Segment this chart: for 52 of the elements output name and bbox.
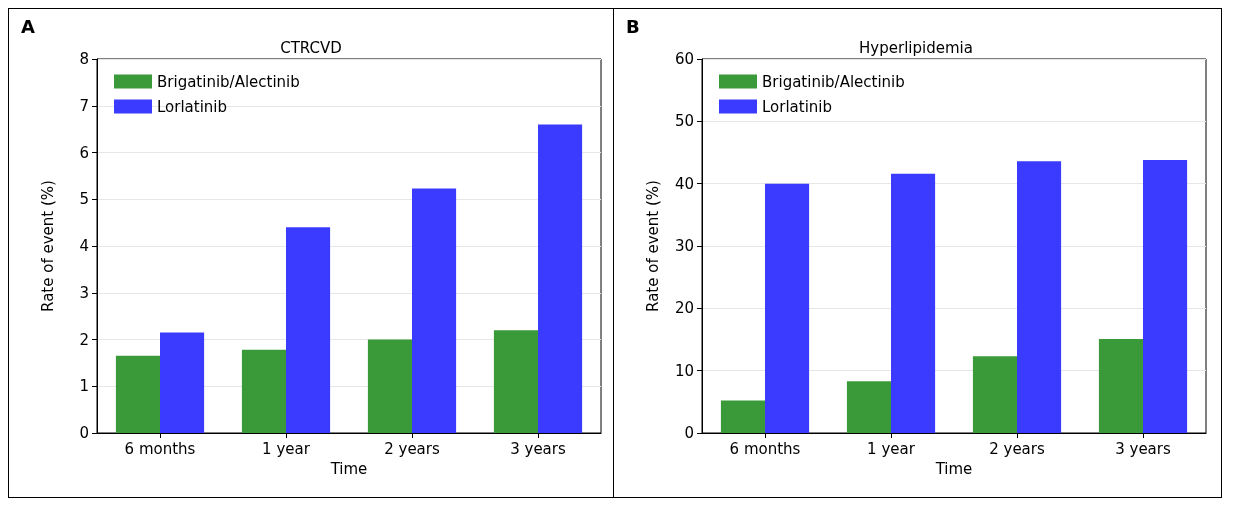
x-tick-label: 6 months: [729, 439, 801, 458]
chart-title: CTRCVD: [280, 38, 342, 57]
y-tick-label: 2: [79, 330, 89, 349]
y-tick-label: 50: [674, 112, 694, 131]
x-tick-label: 2 years: [989, 439, 1045, 458]
text: B: [626, 15, 640, 37]
y-tick-label: 3: [79, 283, 89, 302]
x-axis-title: Time: [329, 459, 368, 478]
bar: [1017, 161, 1062, 433]
bar: [115, 355, 160, 433]
text: A: [21, 15, 35, 37]
x-tick-label: 1 year: [262, 439, 311, 458]
y-tick-label: 40: [674, 174, 694, 193]
x-tick-label: 1 year: [867, 439, 916, 458]
bar: [412, 188, 457, 433]
bar: [538, 124, 583, 433]
legend-label: Brigatinib/Alectinib: [762, 72, 905, 91]
y-tick-label: 0: [79, 424, 89, 442]
bar: [891, 173, 936, 433]
y-tick-label: 0: [684, 424, 694, 442]
y-tick-label: 60: [674, 50, 694, 68]
bar: [1098, 338, 1143, 433]
y-tick-label: 20: [674, 299, 694, 318]
bar: [367, 339, 412, 433]
y-tick-label: 8: [79, 50, 89, 68]
legend-label: Lorlatinib: [762, 97, 833, 116]
bar: [160, 332, 205, 433]
x-tick-label: 6 months: [124, 439, 196, 458]
x-axis-title: Time: [934, 459, 973, 478]
bar: [846, 381, 891, 433]
x-tick-label: 3 years: [1115, 439, 1171, 458]
bar: [493, 330, 538, 433]
bar: [241, 349, 286, 433]
y-tick-label: 7: [79, 96, 89, 115]
y-tick-label: 10: [674, 361, 694, 380]
y-tick-label: 30: [674, 237, 694, 255]
x-tick-label: 2 years: [384, 439, 440, 458]
y-axis-title: Rate of event (%): [38, 180, 57, 312]
bar: [1143, 159, 1188, 433]
bar: [972, 356, 1017, 433]
bar: [765, 183, 810, 433]
x-tick-label: 3 years: [510, 439, 566, 458]
y-tick-label: 4: [79, 237, 89, 255]
y-tick-label: 6: [79, 143, 89, 162]
legend-label: Brigatinib/Alectinib: [157, 72, 300, 91]
bar: [720, 400, 765, 433]
chart-title: Hyperlipidemia: [859, 38, 973, 57]
bar: [286, 227, 331, 433]
y-tick-label: 5: [79, 190, 89, 209]
y-axis-title: Rate of event (%): [643, 180, 662, 312]
legend-label: Lorlatinib: [157, 97, 228, 116]
y-tick-label: 1: [79, 377, 89, 396]
